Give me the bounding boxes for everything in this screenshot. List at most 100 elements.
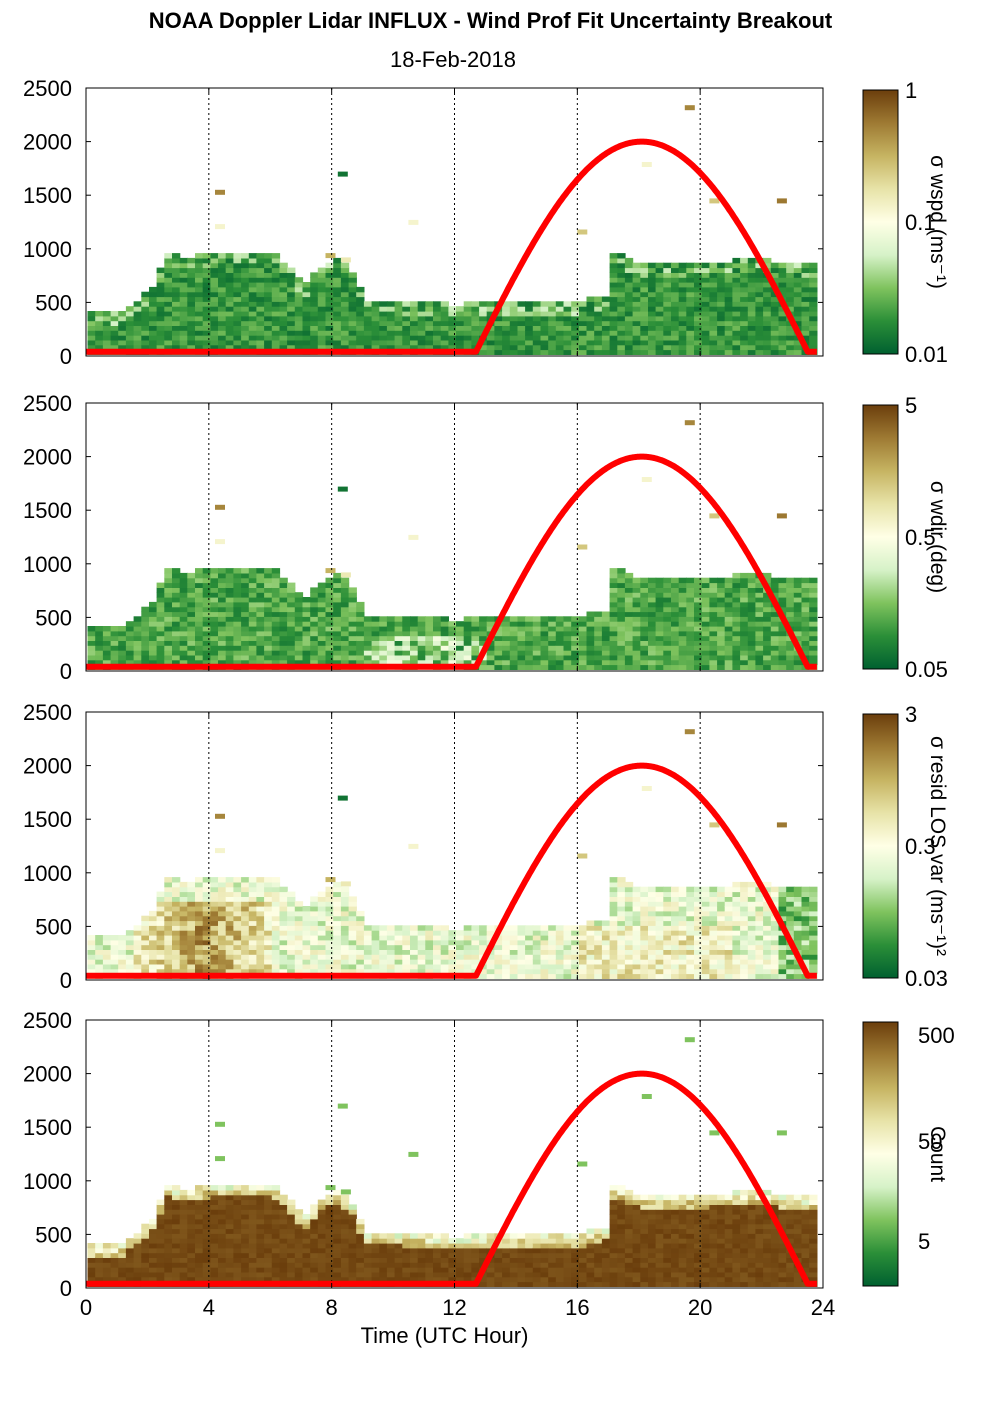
heatmap-cell bbox=[248, 282, 258, 288]
heatmap-cell bbox=[586, 621, 595, 627]
heatmap-cell bbox=[87, 640, 96, 646]
heatmap-cell bbox=[156, 659, 165, 666]
heatmap-cell bbox=[425, 949, 434, 955]
heatmap-cell bbox=[433, 630, 442, 637]
heatmap-cell bbox=[133, 1247, 142, 1254]
heatmap-cell bbox=[456, 659, 465, 666]
heatmap-cell bbox=[402, 339, 411, 346]
heatmap-cell bbox=[87, 963, 96, 970]
heatmap-cell bbox=[118, 654, 127, 661]
heatmap-cell bbox=[571, 968, 580, 975]
heatmap-cell bbox=[164, 640, 173, 646]
heatmap-cell bbox=[425, 645, 434, 651]
heatmap-cell bbox=[671, 577, 680, 584]
heatmap-cell bbox=[302, 935, 311, 941]
heatmap-cell bbox=[195, 635, 204, 641]
heatmap-cell bbox=[717, 659, 726, 666]
heatmap-cell bbox=[717, 959, 726, 965]
heatmap-cell bbox=[125, 325, 135, 331]
heatmap-cell bbox=[509, 664, 519, 670]
heatmap-cell bbox=[617, 910, 626, 917]
heatmap-cell bbox=[110, 944, 119, 950]
heatmap-cell bbox=[225, 320, 234, 326]
heatmap-cell bbox=[548, 659, 557, 666]
heatmap-cell bbox=[609, 257, 618, 264]
heatmap-cell bbox=[348, 616, 357, 622]
heatmap-cell bbox=[164, 339, 173, 346]
heatmap-cell bbox=[448, 330, 457, 336]
heatmap-cell bbox=[594, 306, 603, 312]
heatmap-cell bbox=[724, 915, 733, 922]
heatmap-cell bbox=[202, 1199, 211, 1205]
heatmap-cell bbox=[340, 650, 350, 656]
heatmap-cell bbox=[410, 968, 419, 975]
heatmap-cell bbox=[548, 330, 557, 336]
heatmap-cell bbox=[532, 650, 542, 656]
heatmap-cell bbox=[724, 621, 733, 627]
heatmap-cell bbox=[763, 262, 772, 269]
heatmap-cell bbox=[694, 587, 703, 593]
heatmap-cell bbox=[563, 968, 572, 975]
heatmap-cell bbox=[187, 635, 196, 641]
heatmap-cell bbox=[241, 954, 250, 960]
heatmap-cell bbox=[241, 616, 250, 622]
heatmap-cell bbox=[87, 635, 96, 641]
heatmap-cell bbox=[747, 335, 757, 341]
heatmap-cell bbox=[179, 286, 188, 293]
heatmap-cell bbox=[763, 949, 772, 955]
heatmap-cell bbox=[433, 963, 442, 970]
heatmap-cell bbox=[202, 659, 211, 666]
heatmap-cell bbox=[317, 616, 327, 622]
heatmap-cell bbox=[563, 311, 572, 317]
heatmap-cell bbox=[486, 925, 495, 931]
heatmap-cell bbox=[218, 1228, 227, 1234]
heatmap-cell bbox=[333, 286, 342, 293]
heatmap-cell bbox=[264, 963, 273, 970]
heatmap-cell bbox=[793, 944, 803, 950]
heatmap-cell bbox=[172, 592, 181, 598]
heatmap-cell bbox=[663, 277, 672, 283]
heatmap-cell bbox=[517, 959, 526, 965]
heatmap-cell bbox=[486, 659, 495, 666]
heatmap-cell bbox=[402, 306, 411, 312]
heatmap-cell bbox=[218, 311, 227, 317]
heatmap-cell bbox=[302, 286, 311, 293]
heatmap-cell bbox=[287, 944, 296, 950]
heatmap-cell bbox=[740, 344, 749, 351]
heatmap-cell bbox=[433, 306, 442, 312]
heatmap-cell bbox=[225, 1185, 234, 1191]
heatmap-cell bbox=[809, 901, 818, 907]
heatmap-cell bbox=[632, 973, 641, 979]
y-tick-label: 2500 bbox=[23, 76, 72, 101]
heatmap-cell bbox=[732, 606, 741, 613]
heatmap-cell bbox=[809, 262, 818, 269]
heatmap-cell bbox=[241, 896, 250, 902]
heatmap-cell bbox=[172, 1238, 181, 1244]
heatmap-cell bbox=[525, 616, 534, 622]
heatmap-cell bbox=[793, 635, 803, 641]
heatmap-cell bbox=[532, 949, 542, 955]
heatmap-cell bbox=[502, 949, 511, 955]
heatmap-cell bbox=[317, 320, 327, 326]
heatmap-cell bbox=[256, 601, 265, 608]
heatmap-cell bbox=[241, 257, 250, 264]
heatmap-cell bbox=[617, 881, 626, 888]
heatmap-cell bbox=[164, 301, 173, 307]
heatmap-cell bbox=[609, 650, 618, 656]
heatmap-cell bbox=[540, 968, 549, 975]
heatmap-cell bbox=[509, 650, 519, 656]
heatmap-cell bbox=[663, 959, 672, 965]
heatmap-cell bbox=[241, 582, 250, 588]
heatmap-cell bbox=[325, 301, 334, 307]
heatmap-cell bbox=[287, 291, 296, 298]
heatmap-cell bbox=[410, 630, 419, 637]
heatmap-cell bbox=[325, 935, 334, 941]
heatmap-cell bbox=[678, 335, 687, 341]
heatmap-cell bbox=[294, 910, 304, 917]
heatmap-cell bbox=[302, 915, 311, 922]
heatmap-cell bbox=[601, 925, 611, 931]
heatmap-cell bbox=[778, 886, 787, 893]
heatmap-cell bbox=[663, 939, 672, 946]
heatmap-cell bbox=[456, 339, 465, 346]
heatmap-cell bbox=[133, 959, 142, 965]
